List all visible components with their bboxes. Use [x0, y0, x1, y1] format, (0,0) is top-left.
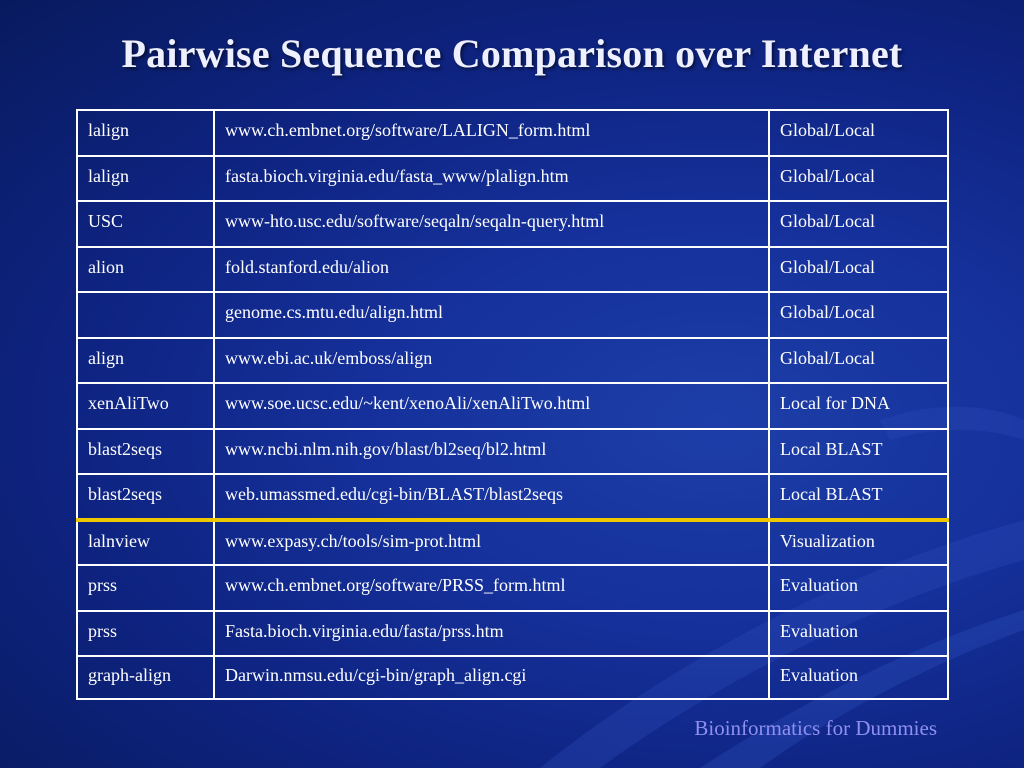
- table-row: lalnview www.expasy.ch/tools/sim-prot.ht…: [76, 518, 949, 566]
- table-row: prss www.ch.embnet.org/software/PRSS_for…: [76, 564, 949, 612]
- tool-url-cell: fold.stanford.edu/alion: [213, 245, 770, 293]
- tool-url-cell: www.soe.ucsc.edu/~kent/xenoAli/xenAliTwo…: [213, 382, 770, 430]
- alignment-type-cell: Global/Local: [768, 154, 949, 202]
- tool-url-cell: www-hto.usc.edu/software/seqaln/seqaln-q…: [213, 200, 770, 248]
- tool-name-cell: lalign: [76, 154, 215, 202]
- tool-url-cell: www.ch.embnet.org/software/LALIGN_form.h…: [213, 109, 770, 157]
- tool-name-cell: USC: [76, 200, 215, 248]
- tool-name-cell: align: [76, 336, 215, 384]
- tool-url-cell: genome.cs.mtu.edu/align.html: [213, 291, 770, 339]
- table-row: lalign www.ch.embnet.org/software/LALIGN…: [76, 109, 949, 157]
- table-row: xenAliTwo www.soe.ucsc.edu/~kent/xenoAli…: [76, 382, 949, 430]
- tool-name-cell: prss: [76, 564, 215, 612]
- tool-name-cell: blast2seqs: [76, 427, 215, 475]
- tool-name-cell: lalnview: [76, 518, 215, 566]
- alignment-type-cell: Global/Local: [768, 245, 949, 293]
- tool-url-cell: www.ch.embnet.org/software/PRSS_form.htm…: [213, 564, 770, 612]
- tool-name-cell: prss: [76, 609, 215, 657]
- tool-url-cell: web.umassmed.edu/cgi-bin/BLAST/blast2seq…: [213, 473, 770, 522]
- alignment-type-cell: Local BLAST: [768, 427, 949, 475]
- tool-url-cell: Darwin.nmsu.edu/cgi-bin/graph_align.cgi: [213, 655, 770, 700]
- alignment-type-cell: Global/Local: [768, 109, 949, 157]
- table-row: alion fold.stanford.edu/alion Global/Loc…: [76, 245, 949, 293]
- tool-name-cell: xenAliTwo: [76, 382, 215, 430]
- tool-url-cell: www.ebi.ac.uk/emboss/align: [213, 336, 770, 384]
- tool-name-cell: blast2seqs: [76, 473, 215, 522]
- table-row: blast2seqs web.umassmed.edu/cgi-bin/BLAS…: [76, 473, 949, 522]
- table-row: prss Fasta.bioch.virginia.edu/fasta/prss…: [76, 609, 949, 657]
- table-row: genome.cs.mtu.edu/align.html Global/Loca…: [76, 291, 949, 339]
- tool-url-cell: fasta.bioch.virginia.edu/fasta_www/plali…: [213, 154, 770, 202]
- slide-title: Pairwise Sequence Comparison over Intern…: [121, 31, 903, 76]
- alignment-type-cell: Global/Local: [768, 200, 949, 248]
- alignment-type-cell: Evaluation: [768, 564, 949, 612]
- tool-name-cell: [76, 291, 215, 339]
- alignment-type-cell: Visualization: [768, 518, 949, 566]
- alignment-type-cell: Local BLAST: [768, 473, 949, 522]
- alignment-type-cell: Global/Local: [768, 336, 949, 384]
- tool-name-cell: graph-align: [76, 655, 215, 700]
- tool-name-cell: lalign: [76, 109, 215, 157]
- table-row: graph-align Darwin.nmsu.edu/cgi-bin/grap…: [76, 655, 949, 700]
- tool-url-cell: www.ncbi.nlm.nih.gov/blast/bl2seq/bl2.ht…: [213, 427, 770, 475]
- tools-table: lalign www.ch.embnet.org/software/LALIGN…: [76, 109, 949, 700]
- alignment-type-cell: Evaluation: [768, 655, 949, 700]
- table-row: lalign fasta.bioch.virginia.edu/fasta_ww…: [76, 154, 949, 202]
- table-row: align www.ebi.ac.uk/emboss/align Global/…: [76, 336, 949, 384]
- table-row: blast2seqs www.ncbi.nlm.nih.gov/blast/bl…: [76, 427, 949, 475]
- slide-footer: Bioinformatics for Dummies: [694, 716, 937, 740]
- alignment-type-cell: Evaluation: [768, 609, 949, 657]
- alignment-type-cell: Global/Local: [768, 291, 949, 339]
- table-row: USC www-hto.usc.edu/software/seqaln/seqa…: [76, 200, 949, 248]
- tool-url-cell: Fasta.bioch.virginia.edu/fasta/prss.htm: [213, 609, 770, 657]
- tool-name-cell: alion: [76, 245, 215, 293]
- tool-url-cell: www.expasy.ch/tools/sim-prot.html: [213, 518, 770, 566]
- alignment-type-cell: Local for DNA: [768, 382, 949, 430]
